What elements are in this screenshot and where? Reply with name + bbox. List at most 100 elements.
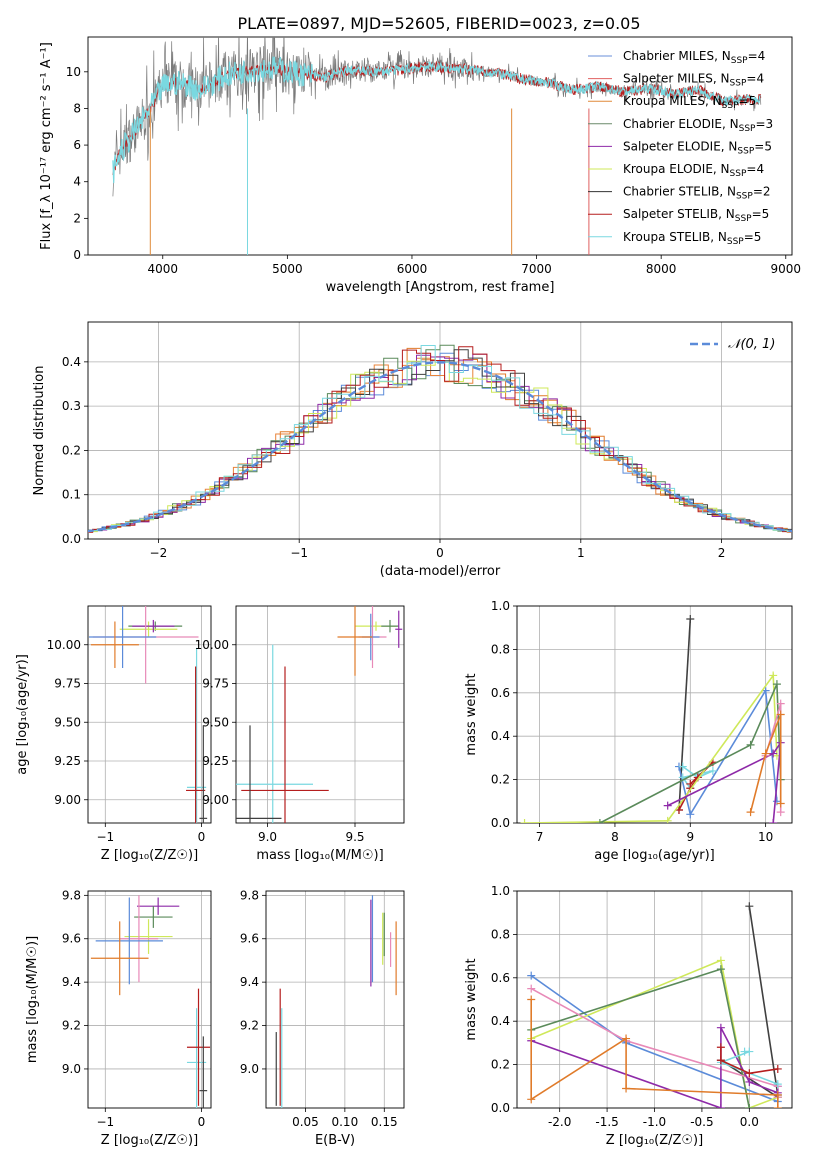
x-tick-label: -2.0 bbox=[548, 1115, 571, 1129]
x-tick-label: 7000 bbox=[521, 262, 552, 276]
massweight-marker bbox=[745, 902, 754, 911]
massweight-marker bbox=[746, 808, 755, 817]
plot-area bbox=[112, 37, 762, 255]
x-tick-label: 0 bbox=[436, 546, 444, 560]
y-tick-label: 1.0 bbox=[491, 599, 510, 613]
massweight-marker bbox=[776, 699, 785, 708]
y-tick-label: 0.6 bbox=[491, 686, 510, 700]
x-axis-label: Z [log₁₀(Z/Z☉)] bbox=[101, 1133, 198, 1148]
x-tick-label: −1 bbox=[290, 546, 308, 560]
massweight-marker bbox=[716, 965, 725, 974]
x-tick-label: -1.0 bbox=[643, 1115, 666, 1129]
y-tick-label: 9.2 bbox=[62, 1019, 81, 1033]
massweight-marker bbox=[745, 1047, 754, 1056]
massweight-marker bbox=[686, 615, 695, 624]
errorbar-point bbox=[88, 606, 157, 668]
legend-entry: Chabrier ELODIE, NSSP=3 bbox=[623, 117, 773, 134]
y-tick-label: 2 bbox=[73, 211, 81, 225]
massweight-marker bbox=[745, 1069, 754, 1078]
x-tick-label: −1 bbox=[96, 830, 114, 844]
y-tick-label: 9.8 bbox=[240, 888, 259, 902]
legend-entry: Salpeter ELODIE, NSSP=5 bbox=[623, 139, 772, 156]
y-tick-label: 0.2 bbox=[491, 1058, 510, 1072]
axes-frame bbox=[87, 890, 212, 1109]
massweight-marker bbox=[746, 740, 755, 749]
massweight-series-line bbox=[530, 968, 751, 1108]
massweight-marker bbox=[663, 816, 672, 823]
errorbar-point bbox=[395, 610, 403, 648]
massweight-marker bbox=[622, 1034, 631, 1043]
massweight-marker bbox=[527, 984, 536, 993]
massweight-series-line bbox=[599, 683, 782, 823]
legend-entry: Salpeter STELIB, NSSP=5 bbox=[623, 207, 769, 224]
legend-entry: Kroupa MILES, NSSP=5 bbox=[623, 94, 756, 111]
axes-frame bbox=[87, 605, 212, 824]
panel-spectrum: 4000 5000 6000 7000 8000 9000 0 2 4 6 8 10 wavelengt… bbox=[39, 36, 801, 295]
y-tick-label: 9.6 bbox=[240, 932, 259, 946]
massweight-marker bbox=[745, 1077, 754, 1086]
massweight-marker bbox=[716, 1056, 725, 1065]
y-tick-label: 0.1 bbox=[62, 488, 81, 502]
massweight-series-line bbox=[678, 688, 778, 817]
x-tick-label: 9.0 bbox=[258, 830, 277, 844]
errorbar-point bbox=[137, 897, 180, 915]
x-tick-label: 0.05 bbox=[292, 1115, 319, 1129]
massweight-marker bbox=[776, 710, 785, 719]
y-tick-label: 10.00 bbox=[47, 638, 81, 652]
x-tick-label: 0 bbox=[198, 1115, 206, 1129]
y-tick-label: 9.4 bbox=[240, 975, 259, 989]
x-tick-label: 8 bbox=[611, 830, 619, 844]
x-tick-label: 8000 bbox=[646, 262, 677, 276]
panel-massweight_vs_age: 7 8 9 10 0.0 0.2 0.4 0.6 0.8 1.0 age [log₁₀(age/yr… bbox=[464, 599, 793, 863]
y-tick-label: 9.50 bbox=[202, 715, 229, 729]
errorbar-point bbox=[90, 921, 149, 996]
massweight-marker bbox=[773, 1080, 782, 1089]
legend-entry: 𝒩(0, 1) bbox=[728, 337, 775, 352]
massweight-marker bbox=[772, 797, 781, 806]
errorbar-point bbox=[199, 725, 208, 823]
massweight-marker bbox=[686, 779, 695, 788]
massweight-marker bbox=[769, 819, 778, 823]
plot-area bbox=[236, 606, 403, 823]
x-tick-label: 2 bbox=[718, 546, 726, 560]
massweight-marker bbox=[716, 1023, 725, 1032]
massweight-marker bbox=[520, 819, 529, 823]
massweight-marker bbox=[716, 956, 725, 965]
x-tick-label: -0.5 bbox=[690, 1115, 713, 1129]
legend-entry: Kroupa STELIB, NSSP=5 bbox=[623, 230, 761, 247]
plot-area bbox=[88, 344, 792, 533]
panel-mass_vs_EBV: 0.05 0.10 0.15 9.0 9.2 9.4 9.6 9.8 E(B-V) bbox=[240, 888, 405, 1148]
x-tick-label: −1 bbox=[96, 1115, 114, 1129]
x-tick-label: 0 bbox=[198, 830, 206, 844]
massweight-marker bbox=[761, 749, 770, 758]
y-tick-label: 9.0 bbox=[62, 1062, 81, 1076]
massweight-marker bbox=[773, 1064, 782, 1073]
errorbar-point bbox=[186, 666, 206, 823]
errorbar-point bbox=[236, 644, 313, 823]
x-tick-label: 9000 bbox=[770, 262, 801, 276]
y-tick-label: 9.0 bbox=[240, 1062, 259, 1076]
y-axis-label: Flux [f_λ 10⁻¹⁷ erg cm⁻² s⁻¹ A⁻¹] bbox=[39, 42, 54, 250]
y-tick-label: 4 bbox=[73, 175, 81, 189]
errorbar-point bbox=[119, 895, 159, 983]
residual-histogram bbox=[88, 346, 792, 533]
x-tick-label: 5000 bbox=[272, 262, 303, 276]
y-tick-label: 9.4 bbox=[62, 975, 81, 989]
x-tick-label: 4000 bbox=[147, 262, 178, 276]
y-tick-label: 0.2 bbox=[62, 443, 81, 457]
x-axis-label: E(B-V) bbox=[315, 1133, 355, 1148]
massweight-marker bbox=[772, 680, 781, 689]
panel-massweight_vs_Z: -2.0 -1.5 -1.0 -0.5 0.0 0.0 0.2 0.4 0.6 0.8 1.0 Z [… bbox=[464, 884, 793, 1148]
y-tick-label: 0.4 bbox=[491, 729, 510, 743]
massweight-marker bbox=[769, 671, 778, 680]
massweight-series-line bbox=[749, 714, 782, 813]
y-tick-label: 9.6 bbox=[62, 932, 81, 946]
legend-entry: Chabrier MILES, NSSP=4 bbox=[623, 49, 765, 66]
massweight-marker bbox=[622, 1084, 631, 1093]
massweight-marker bbox=[773, 1104, 782, 1108]
x-axis-label: Z [log₁₀(Z/Z☉)] bbox=[101, 848, 198, 863]
y-tick-label: 9.8 bbox=[62, 888, 81, 902]
normal-distribution-curve bbox=[88, 361, 792, 533]
errorbar-point bbox=[90, 621, 139, 668]
